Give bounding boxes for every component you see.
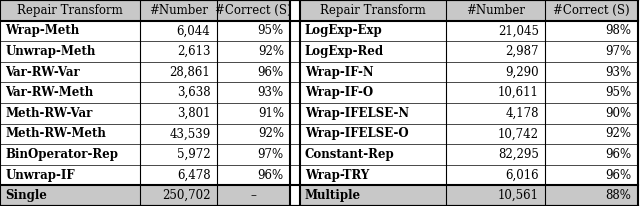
Text: –: – <box>250 189 257 202</box>
Text: LogExp-Red: LogExp-Red <box>305 45 384 58</box>
Text: 91%: 91% <box>258 107 284 120</box>
Text: Wrap-TRY: Wrap-TRY <box>305 169 369 182</box>
Text: 82,295: 82,295 <box>498 148 539 161</box>
Text: 3,638: 3,638 <box>177 86 211 99</box>
Text: 250,702: 250,702 <box>162 189 211 202</box>
Text: #Number: #Number <box>149 4 208 17</box>
Text: 6,016: 6,016 <box>505 169 539 182</box>
Text: 3,801: 3,801 <box>177 107 211 120</box>
Text: 98%: 98% <box>605 24 631 37</box>
Text: 92%: 92% <box>605 127 631 140</box>
Text: 2,613: 2,613 <box>177 45 211 58</box>
Bar <box>140 185 217 206</box>
Text: 9,290: 9,290 <box>505 66 539 79</box>
Text: 93%: 93% <box>258 86 284 99</box>
Text: 96%: 96% <box>605 169 631 182</box>
Text: 92%: 92% <box>258 127 284 140</box>
Bar <box>140 0 217 21</box>
Text: 10,611: 10,611 <box>498 86 539 99</box>
Text: BinOperator-Rep: BinOperator-Rep <box>5 148 118 161</box>
Text: 96%: 96% <box>258 66 284 79</box>
Text: Meth-RW-Meth: Meth-RW-Meth <box>5 127 106 140</box>
Bar <box>446 0 545 21</box>
Text: Single: Single <box>5 189 47 202</box>
Text: 93%: 93% <box>605 66 631 79</box>
Bar <box>545 0 637 21</box>
Text: 92%: 92% <box>258 45 284 58</box>
Text: 95%: 95% <box>605 86 631 99</box>
Text: 97%: 97% <box>258 148 284 161</box>
Text: Wrap-Meth: Wrap-Meth <box>5 24 79 37</box>
Bar <box>217 185 290 206</box>
Text: Var-RW-Meth: Var-RW-Meth <box>5 86 93 99</box>
Text: 96%: 96% <box>258 169 284 182</box>
Text: Unwrap-IF: Unwrap-IF <box>5 169 75 182</box>
Text: Repair Transform: Repair Transform <box>320 4 426 17</box>
Bar <box>300 0 446 21</box>
Text: 10,561: 10,561 <box>498 189 539 202</box>
Text: #Number: #Number <box>467 4 525 17</box>
Text: 10,742: 10,742 <box>498 127 539 140</box>
Text: 90%: 90% <box>605 107 631 120</box>
Text: 43,539: 43,539 <box>169 127 211 140</box>
Text: 28,861: 28,861 <box>170 66 211 79</box>
Text: Wrap-IFELSE-N: Wrap-IFELSE-N <box>305 107 409 120</box>
Text: Repair Transform: Repair Transform <box>17 4 123 17</box>
Bar <box>0 0 140 21</box>
Text: Var-RW-Var: Var-RW-Var <box>5 66 80 79</box>
Bar <box>300 185 446 206</box>
Text: 2,987: 2,987 <box>506 45 539 58</box>
Text: 5,972: 5,972 <box>177 148 211 161</box>
Text: 6,044: 6,044 <box>177 24 211 37</box>
Text: Meth-RW-Var: Meth-RW-Var <box>5 107 92 120</box>
Text: 96%: 96% <box>605 148 631 161</box>
Text: 4,178: 4,178 <box>506 107 539 120</box>
Text: 21,045: 21,045 <box>498 24 539 37</box>
Text: 95%: 95% <box>258 24 284 37</box>
Text: #Correct (S): #Correct (S) <box>553 4 630 17</box>
Text: Multiple: Multiple <box>305 189 361 202</box>
Text: #Correct (S): #Correct (S) <box>215 4 292 17</box>
Text: Wrap-IF-N: Wrap-IF-N <box>305 66 373 79</box>
Bar <box>217 0 290 21</box>
Text: Constant-Rep: Constant-Rep <box>305 148 394 161</box>
Bar <box>545 185 637 206</box>
Bar <box>0 185 140 206</box>
Text: LogExp-Exp: LogExp-Exp <box>305 24 383 37</box>
Text: 6,478: 6,478 <box>177 169 211 182</box>
Text: 88%: 88% <box>605 189 631 202</box>
Text: Unwrap-Meth: Unwrap-Meth <box>5 45 95 58</box>
Text: 97%: 97% <box>605 45 631 58</box>
Text: Wrap-IF-O: Wrap-IF-O <box>305 86 373 99</box>
Text: Wrap-IFELSE-O: Wrap-IFELSE-O <box>305 127 408 140</box>
Bar <box>446 185 545 206</box>
